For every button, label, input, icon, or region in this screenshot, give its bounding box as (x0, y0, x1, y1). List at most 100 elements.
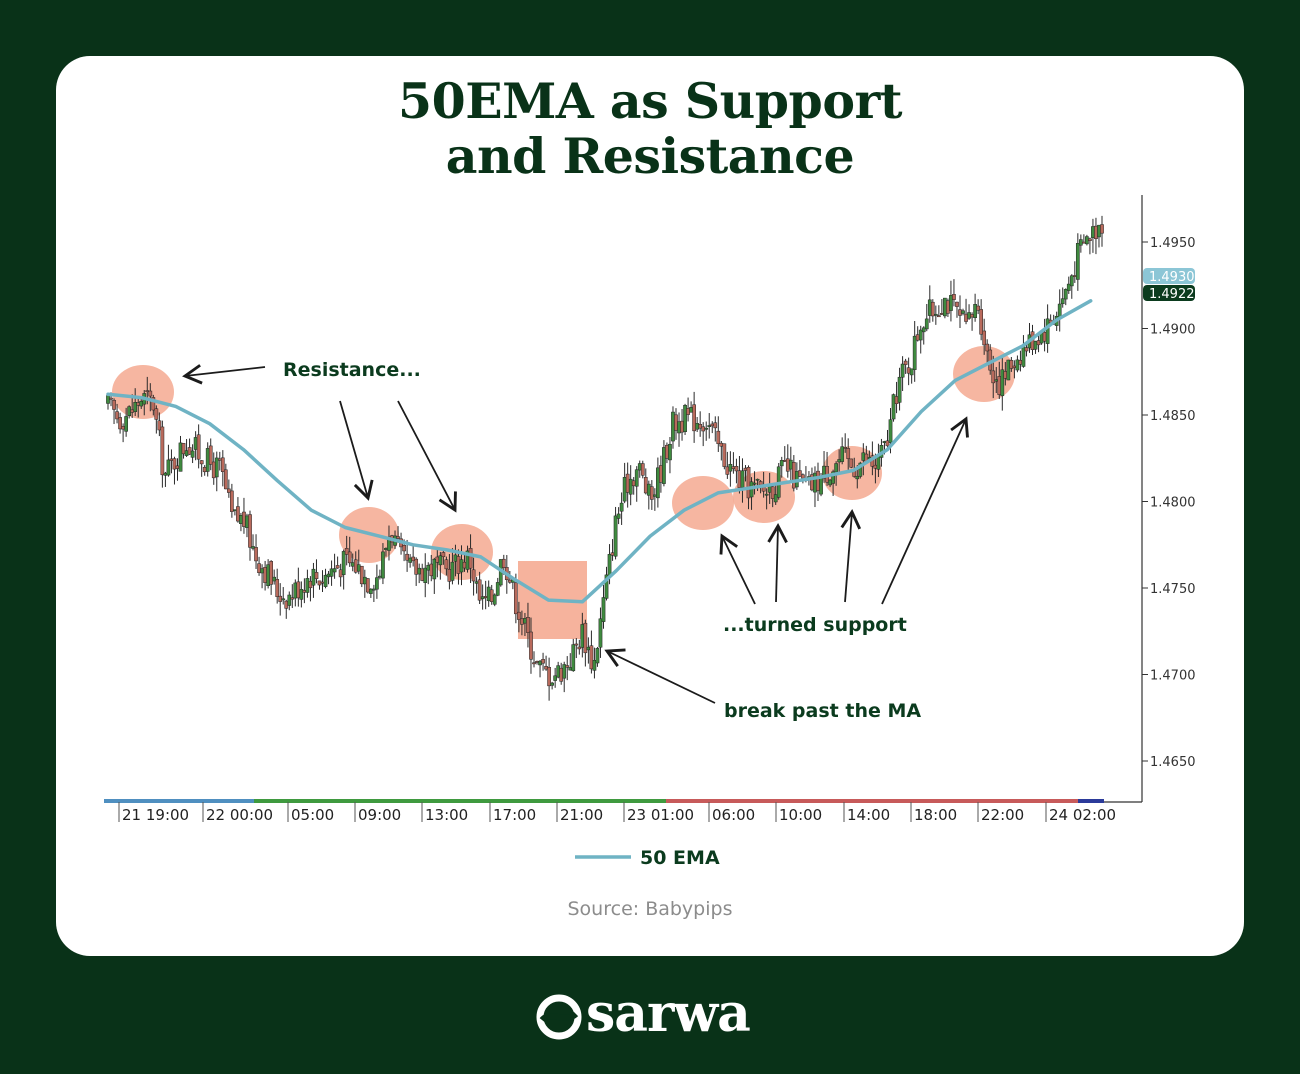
candle-body (326, 573, 331, 578)
candle-body (837, 459, 841, 463)
candle-body (912, 335, 917, 370)
candle-body (356, 564, 361, 572)
y-tick-label: 1.4750 (1150, 582, 1196, 597)
candle-body (1042, 331, 1047, 342)
timeline-bar-green (254, 799, 666, 803)
candle-body (710, 423, 715, 427)
candle-body (547, 667, 551, 687)
brand-logo: sarwa (536, 984, 776, 1046)
candle-body (961, 310, 965, 314)
candle-body (205, 448, 210, 472)
candle-body (728, 463, 733, 472)
arrow-support-3 (840, 509, 862, 603)
candle-body (296, 581, 301, 599)
candle-body (538, 660, 542, 666)
candle-body (335, 565, 340, 569)
candle-body (662, 447, 666, 484)
candle-body (785, 458, 790, 472)
x-tick-label: 22:00 (981, 806, 1024, 824)
candle-body (432, 558, 437, 580)
candle-body (178, 442, 183, 472)
candle-body (976, 305, 980, 311)
candle-body (139, 400, 144, 407)
candle-body (359, 565, 364, 585)
candle-body (507, 579, 512, 583)
candle-body (529, 631, 533, 660)
candle-body (991, 370, 996, 384)
candle-body (408, 557, 412, 563)
candle-body (861, 452, 866, 461)
candle-body (964, 313, 968, 322)
candle-body (1021, 346, 1026, 367)
candle-body (353, 559, 358, 573)
candle-body (1024, 347, 1029, 352)
candle-body (1018, 360, 1023, 365)
candle-body (323, 574, 328, 587)
candle-body (269, 561, 273, 585)
candle-body (698, 423, 703, 429)
candle-body (350, 562, 355, 567)
x-tick-label: 13:00 (425, 806, 468, 824)
candle-body (181, 443, 186, 455)
candle-body (1069, 275, 1074, 287)
candle-body (257, 563, 261, 573)
x-tick-label: 06:00 (712, 806, 755, 824)
candle-body (1012, 365, 1017, 369)
candle-body (816, 470, 820, 492)
candle-body (565, 665, 570, 668)
candle-body (791, 461, 796, 489)
candle-body (145, 390, 150, 393)
candle-body (900, 363, 905, 378)
y-tick-label: 1.4650 (1150, 755, 1196, 770)
candle-body (840, 446, 845, 462)
candle-body (897, 376, 902, 403)
x-tick-label: 17:00 (493, 806, 536, 824)
candle-body (973, 304, 977, 319)
candle-body (801, 474, 805, 479)
candle-body (254, 547, 258, 562)
candle-body (474, 581, 479, 584)
candle-body (248, 514, 252, 548)
candle-body (118, 417, 122, 430)
candle-body (272, 576, 277, 582)
candle-body (927, 299, 932, 316)
candle-body (311, 568, 316, 586)
candle-body (308, 580, 313, 589)
candle-body (133, 402, 138, 412)
title-line-1: 50EMA as Support (398, 72, 902, 130)
candle-body (646, 483, 651, 496)
candle-body (435, 556, 440, 563)
candle-body (169, 458, 174, 461)
highlight-circle (822, 446, 882, 500)
candle-body (208, 445, 213, 465)
candle-body (423, 567, 428, 583)
candle-body (755, 478, 760, 481)
candle-body (773, 494, 778, 503)
candle-body (740, 470, 745, 488)
candle-body (375, 577, 379, 590)
candle-body (526, 617, 530, 633)
candle-body (1079, 239, 1083, 246)
candle-body (217, 458, 222, 461)
candle-body (362, 576, 367, 585)
candle-body (199, 460, 204, 465)
candle-body (160, 426, 165, 476)
candle-body (610, 552, 615, 556)
candle-body (994, 379, 999, 382)
candle-body (317, 580, 322, 586)
candle-body (625, 473, 630, 493)
candle-body (1075, 243, 1080, 280)
candle-body (1036, 340, 1041, 346)
annotation-support: ...turned support (723, 614, 907, 636)
candle-body (471, 569, 476, 582)
candle-body (220, 457, 225, 472)
candle-body (411, 556, 415, 562)
candle-body (121, 426, 125, 430)
candle-body (924, 318, 929, 330)
candle-body (338, 569, 343, 578)
candle-body (955, 301, 959, 307)
candle-body (1009, 360, 1014, 369)
candle-body (849, 458, 854, 468)
annotations: Resistance... ...turned support break pa… (182, 359, 969, 722)
candle-body (933, 313, 938, 316)
